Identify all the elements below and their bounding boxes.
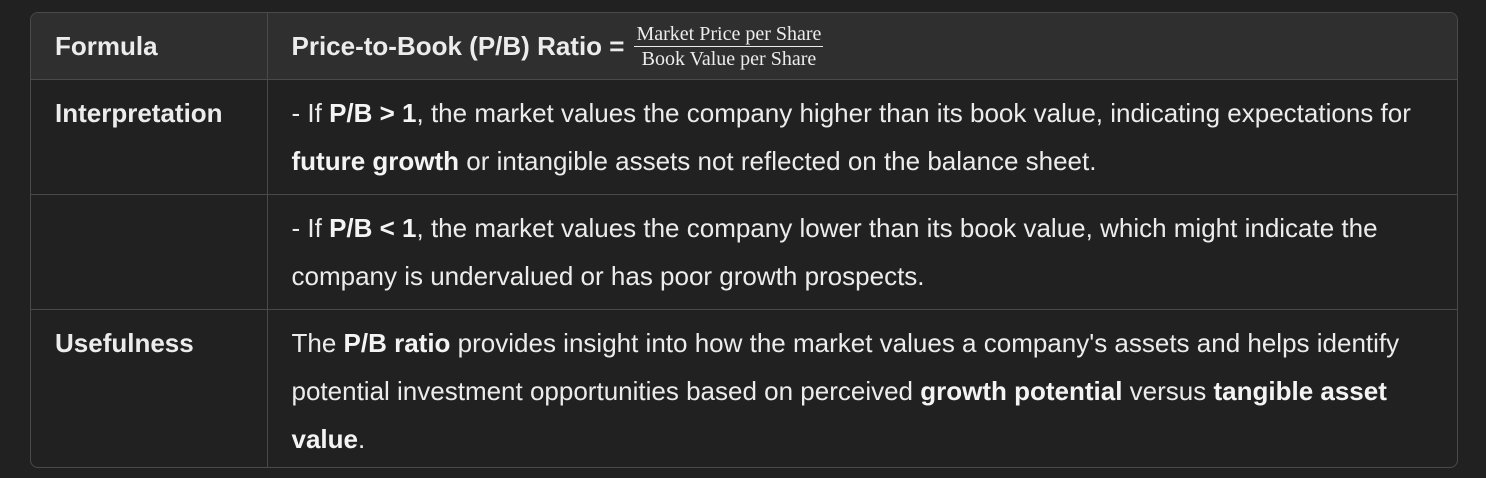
- table-row: Interpretation - If P/B > 1, the market …: [31, 79, 1457, 195]
- formula-label: Price-to-Book (P/B) Ratio =: [291, 31, 625, 61]
- fraction-denominator: Book Value per Share: [641, 47, 817, 70]
- row-label-usefulness: Usefulness: [31, 309, 267, 467]
- pb-ratio-table: Formula Price-to-Book (P/B) Ratio = Mark…: [31, 13, 1457, 467]
- fraction-numerator: Market Price per Share: [634, 22, 824, 47]
- table-row: - If P/B < 1, the market values the comp…: [31, 194, 1457, 310]
- row-text-usefulness: The P/B ratio provides insight into how …: [266, 309, 1457, 467]
- header-formula-expression: Price-to-Book (P/B) Ratio = Market Price…: [266, 13, 1457, 80]
- data-table-container: Formula Price-to-Book (P/B) Ratio = Mark…: [30, 12, 1458, 468]
- header-formula: Formula: [31, 13, 267, 80]
- row-label-interpretation: Interpretation: [55, 98, 223, 128]
- formula-fraction: Market Price per Share Book Value per Sh…: [634, 22, 824, 70]
- table-row: Usefulness The P/B ratio provides insigh…: [31, 309, 1457, 467]
- table-header-row: Formula Price-to-Book (P/B) Ratio = Mark…: [31, 13, 1457, 80]
- row-label-empty: [31, 194, 267, 310]
- row-text-interpretation-lt1: - If P/B < 1, the market values the comp…: [266, 194, 1457, 310]
- row-text-interpretation-gt1: - If P/B > 1, the market values the comp…: [266, 79, 1457, 195]
